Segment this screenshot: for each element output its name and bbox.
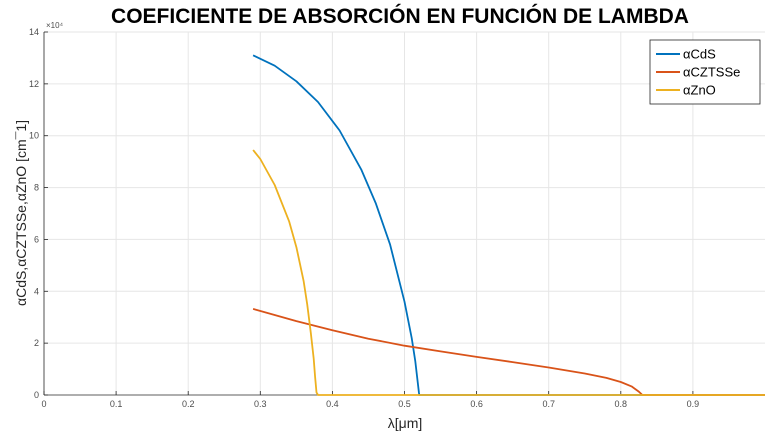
y-tick-labels: 0 2 4 6 8 10 12 14 — [29, 27, 39, 400]
y-tick-label: 10 — [29, 131, 39, 141]
y-tick-label: 12 — [29, 79, 39, 89]
x-axis-label: λ[μm] — [388, 415, 423, 431]
series-lines — [252, 54, 765, 396]
x-tick-label: 0.5 — [398, 399, 411, 409]
legend-label: αCdS — [683, 47, 716, 62]
x-tick-label: 0.8 — [615, 399, 628, 409]
y-tick-label: 4 — [34, 286, 39, 296]
y-tick-label: 2 — [34, 338, 39, 348]
x-tick-label: 0.6 — [470, 399, 483, 409]
x-tick-label: 0 — [41, 399, 46, 409]
x-tick-label: 0.9 — [687, 399, 700, 409]
x-tick-labels: 0 0.1 0.2 0.3 0.4 0.5 0.6 0.7 0.8 0.9 — [41, 399, 699, 409]
y-tick-label: 0 — [34, 390, 39, 400]
legend-label: αCZTSSe — [683, 65, 740, 80]
x-tick-label: 0.3 — [254, 399, 267, 409]
y-tick-label: 14 — [29, 27, 39, 37]
x-tick-label: 0.4 — [326, 399, 339, 409]
legend-label: αZnO — [683, 83, 716, 98]
legend: αCdS αCZTSSe αZnO — [649, 39, 761, 105]
x-tick-label: 0.1 — [110, 399, 123, 409]
chart-title: COEFICIENTE DE ABSORCIÓN EN FUNCIÓN DE L… — [111, 4, 689, 28]
y-exponent-label: ×10⁴ — [46, 21, 64, 30]
series-line — [252, 149, 765, 396]
y-axis-label: αCdS,αCZTSSe,αZnO [cm¯1] — [13, 120, 29, 306]
x-tick-label: 0.7 — [542, 399, 555, 409]
x-tick-label: 0.2 — [182, 399, 195, 409]
y-tick-label: 6 — [34, 234, 39, 244]
y-tick-label: 8 — [34, 183, 39, 193]
